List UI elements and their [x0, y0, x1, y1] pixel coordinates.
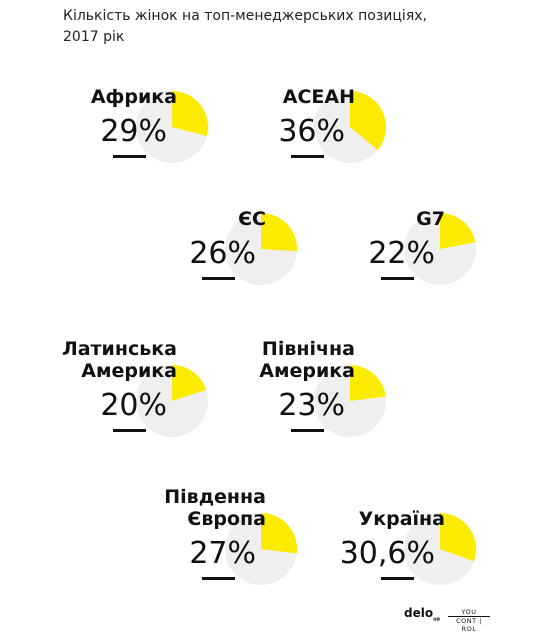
value-label: 23% — [278, 388, 345, 423]
value-underline — [381, 577, 414, 580]
delo-logo-text: delo — [404, 606, 434, 620]
value-underline — [381, 277, 414, 280]
category-label: АСЕАН — [283, 86, 355, 108]
value-underline — [291, 429, 324, 432]
pie-group: Африка 29% — [91, 86, 209, 163]
value-label: 36% — [278, 114, 345, 149]
pie-group: АСЕАН 36% — [278, 86, 387, 163]
pie-slice — [350, 91, 387, 150]
pie-slice — [350, 365, 386, 401]
category-label: G7 — [416, 208, 445, 230]
pie-slice — [261, 213, 298, 252]
category-label: Африка — [91, 86, 177, 108]
value-label: 22% — [368, 236, 435, 271]
pie-slice — [440, 513, 476, 562]
chart-title: Кількість жінок на топ-менеджерських поз… — [63, 8, 427, 45]
category-label: ЄС — [238, 208, 266, 230]
value-underline — [202, 277, 235, 280]
value-label: 20% — [100, 388, 167, 423]
value-underline — [113, 155, 146, 158]
pie-slice — [440, 213, 476, 249]
delo-logo: deloua — [404, 606, 440, 622]
category-label: Європа — [187, 508, 266, 530]
category-label: Південна — [164, 486, 266, 508]
delo-logo-ua: ua — [433, 616, 441, 623]
category-label: Північна — [262, 338, 355, 360]
youcontrol-logo-line1: YOU — [461, 608, 477, 616]
youcontrol-logo-line2: CONT | ROL — [448, 616, 490, 633]
pie-slice — [172, 91, 209, 136]
youcontrol-logo: YOU CONT | ROL — [448, 608, 490, 633]
value-label: 30,6% — [340, 536, 435, 571]
value-label: 29% — [100, 114, 167, 149]
value-underline — [202, 577, 235, 580]
pie-slice — [172, 365, 207, 401]
pie-group: ЄС 26% — [189, 208, 298, 285]
pie-slice — [261, 513, 298, 554]
value-underline — [113, 429, 146, 432]
value-label: 26% — [189, 236, 256, 271]
value-label: 27% — [189, 536, 256, 571]
value-underline — [291, 155, 324, 158]
category-label: Америка — [259, 360, 355, 382]
pie-group: Україна 30,6% — [340, 508, 476, 585]
category-label: Україна — [359, 508, 445, 530]
category-label: Америка — [81, 360, 177, 382]
category-label: Латинська — [62, 338, 177, 360]
